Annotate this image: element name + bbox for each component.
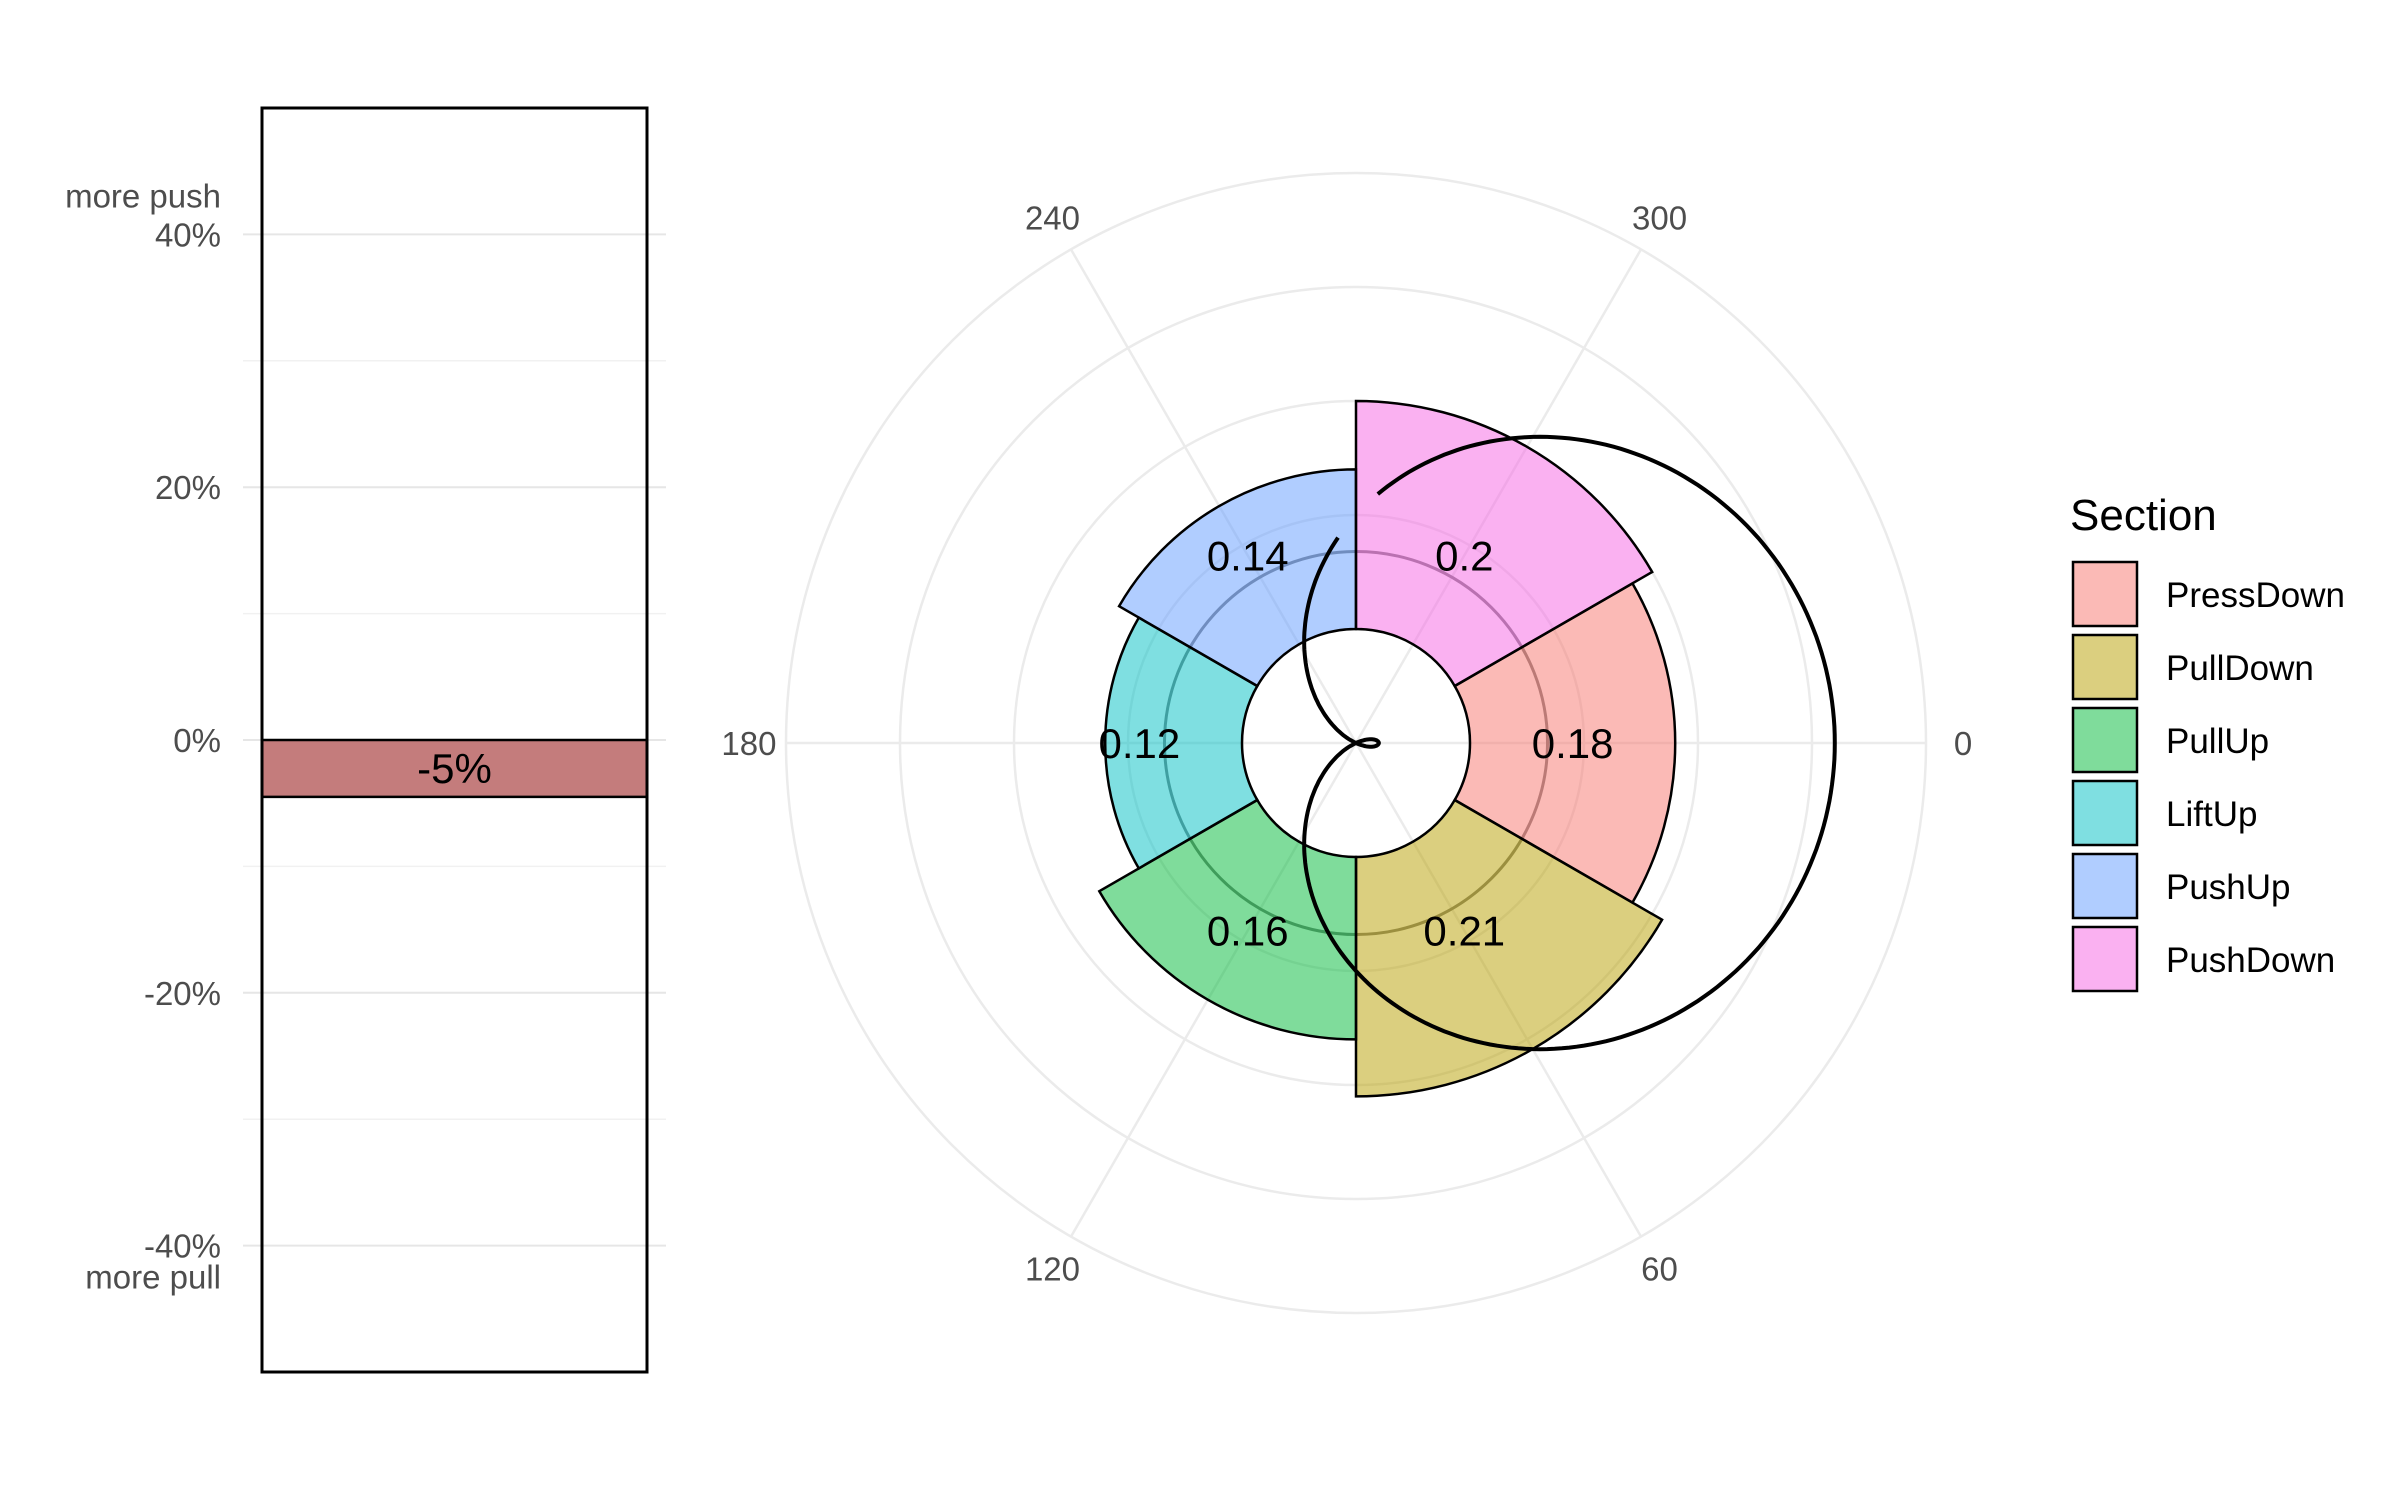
legend-label: PullUp: [2166, 722, 2269, 761]
legend: Section PressDown PullDown PullUp LiftUp Push…: [2070, 491, 2345, 993]
y-tick-label: 40%: [155, 216, 221, 253]
angle-tick-label: 120: [1025, 1251, 1080, 1288]
legend-key-pushup: [2071, 852, 2139, 920]
legend-label: PushUp: [2166, 868, 2291, 907]
legend-title: Section: [2070, 491, 2217, 540]
legend-key-pulldown: [2071, 633, 2139, 701]
wedge-pushup: [1117, 468, 1358, 688]
bar-panel-frame: [260, 106, 649, 1374]
y-tick-label: 0%: [173, 722, 221, 759]
wedge-value-label: 0.21: [1423, 908, 1505, 955]
legend-key-liftup: [2071, 779, 2139, 847]
wedge-value-label: 0.18: [1532, 720, 1614, 767]
legend-key-pushdown: [2071, 925, 2139, 993]
wedge-value-label: 0.16: [1207, 908, 1289, 955]
wedge-value-label: 0.14: [1207, 532, 1289, 579]
y-tick-label: -40%: [144, 1228, 221, 1265]
wedge-value-label: 0.12: [1099, 720, 1181, 767]
angle-tick-label: 0: [1954, 725, 1972, 762]
y-tick-label: -20%: [144, 975, 221, 1012]
legend-label: PressDown: [2166, 576, 2345, 615]
wedge-pressdown: [1453, 581, 1677, 905]
wedge-pulldown: [1354, 798, 1664, 1098]
y-tick-annotation: more pull: [85, 1259, 221, 1296]
balance-bar: [260, 738, 649, 799]
angle-tick-label: 240: [1025, 199, 1080, 236]
legend-key-pullup: [2071, 706, 2139, 774]
legend-label: LiftUp: [2166, 795, 2257, 834]
balance-curve: [1302, 434, 1837, 1052]
legend-label: PullDown: [2166, 649, 2314, 688]
polar-chart-panel: 0 60 120 180 240 300 0.18 0.21 0.16 0.12 0.14 0.2: [721, 171, 1972, 1315]
wedge-pullup: [1097, 798, 1358, 1041]
push-pull-bar-panel: 40%more push 20% 0% -20% -40%more pull -5%: [65, 106, 666, 1374]
legend-label: PushDown: [2166, 941, 2335, 980]
legend-key-pressdown: [2071, 560, 2139, 628]
y-tick-annotation: more push: [65, 177, 221, 214]
y-tick-label: 20%: [155, 469, 221, 506]
wedge-pushdown: [1354, 399, 1654, 688]
wedge-value-label: 0.2: [1435, 532, 1493, 579]
angle-tick-label: 180: [721, 725, 776, 762]
angle-tick-label: 60: [1641, 1251, 1678, 1288]
angle-tick-label: 300: [1632, 199, 1687, 236]
balance-bar-label: -5%: [417, 745, 492, 792]
wedge-liftup: [1103, 615, 1259, 871]
polar-spoke-240: [1069, 248, 1358, 744]
